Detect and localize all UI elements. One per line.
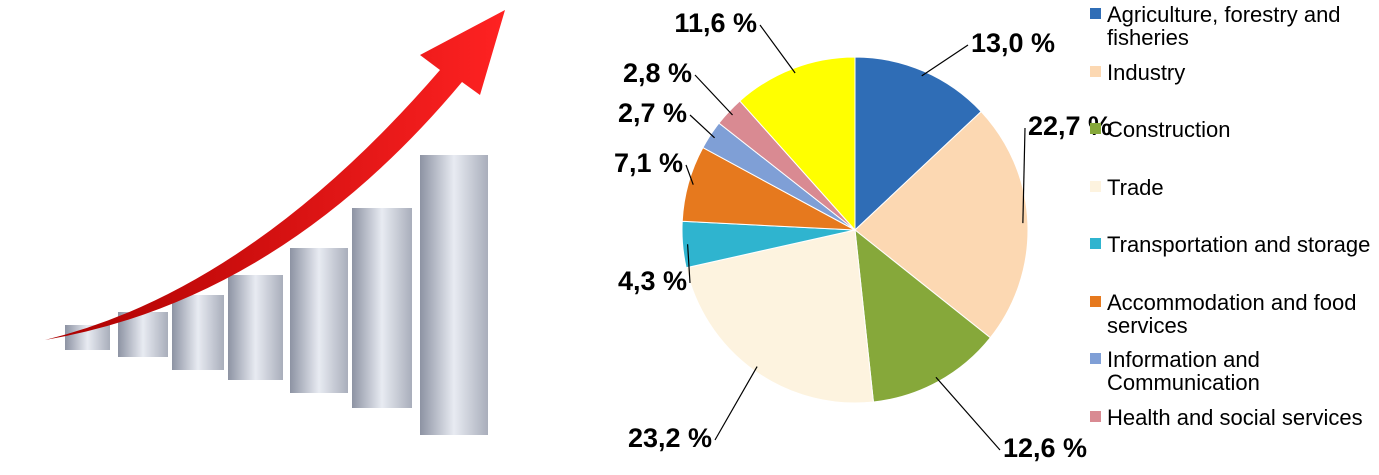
legend-swatch: [1090, 410, 1101, 422]
pie-slice: [854, 110, 1029, 339]
data-label: 7,1 %: [614, 148, 683, 178]
leader-line: [1022, 127, 1026, 224]
legend-label: Agriculture, forestry and fisheries: [1107, 2, 1341, 50]
legend-label: Trade: [1107, 174, 1164, 200]
legend-label: Industry: [1107, 59, 1186, 85]
data-label: 2,7 %: [618, 98, 687, 128]
pie-slice: [739, 56, 856, 232]
legend-swatch: [1090, 65, 1101, 77]
pie-slice: [854, 228, 992, 403]
leader-line: [759, 24, 796, 74]
pie-slice: [854, 56, 982, 232]
legend-item: Health and social services: [1090, 404, 1377, 430]
data-label: 4,3 %: [618, 266, 687, 296]
legend-item: Information and Communication: [1090, 347, 1377, 395]
leader-line: [687, 244, 691, 284]
legend-item: Transportation and storage: [1090, 232, 1377, 257]
data-label: 11,6 %: [674, 8, 757, 38]
legend-swatch: [1090, 8, 1101, 19]
leader-line: [694, 74, 733, 116]
legend-swatch: [1090, 180, 1101, 192]
data-label: 13,0 %: [971, 28, 1055, 58]
leader-line: [935, 376, 1001, 451]
legend-swatch: [1090, 238, 1101, 249]
legend-item: Industry: [1090, 59, 1377, 85]
leader-line: [685, 164, 694, 185]
legend-item: Construction: [1090, 117, 1377, 142]
clip-art: [45, 10, 505, 435]
pie: 13,0 %22,7 %12,6 %23,2 %4,3 %7,1 %2,7 %2…: [614, 8, 1112, 463]
legend-swatch: [1090, 353, 1101, 364]
legend-label: Accommodation and food services: [1107, 289, 1357, 338]
legend-label: Information and Communication: [1107, 347, 1260, 395]
legend-swatch: [1090, 295, 1101, 307]
legend-item: Agriculture, forestry and fisheries: [1090, 2, 1377, 50]
data-label: 23,2 %: [628, 423, 712, 453]
leader-line: [689, 114, 715, 139]
legend-label: Transportation and storage: [1107, 232, 1371, 257]
leader-line: [714, 366, 758, 441]
data-label: 12,6 %: [1003, 433, 1087, 463]
legend-swatch: [1090, 123, 1101, 134]
legend-label: Construction: [1107, 117, 1231, 142]
legend-label: Health and social services: [1107, 404, 1363, 430]
legend-item: Accommodation and food services: [1090, 289, 1377, 338]
leader-line: [921, 44, 969, 77]
data-label: 2,8 %: [623, 58, 692, 88]
legend-item: Trade: [1090, 174, 1377, 200]
